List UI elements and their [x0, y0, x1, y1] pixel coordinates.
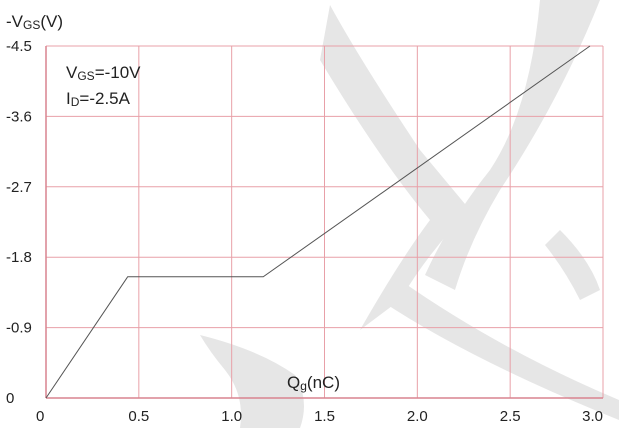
watermark-stroke-diagonal	[380, 280, 619, 420]
annotation-0: VGS=-10V	[66, 63, 141, 83]
watermark-stroke-upper	[545, 230, 600, 300]
x-tick-labels: 0 0.5 1.0 1.5 2.0 2.5 3.0	[36, 408, 603, 425]
series-group	[45, 45, 591, 399]
x-tick-label: 0.5	[128, 408, 149, 425]
x-tick-label: 3.0	[582, 408, 603, 425]
annotations: VGS=-10V ID=-2.5A	[66, 63, 141, 109]
x-tick-label: 2.0	[407, 408, 428, 425]
y-axis-label: -VGS(V)	[6, 12, 63, 32]
x-tick-label: 0	[36, 408, 44, 425]
watermark-logo	[200, 0, 619, 428]
x-tick-label: 1.0	[221, 408, 242, 425]
x-axis-label: Qg(nC)	[287, 373, 340, 393]
annotation-1: ID=-2.5A	[66, 89, 131, 109]
x-tick-label: 2.5	[500, 408, 521, 425]
series-line-0	[45, 45, 591, 399]
y-tick-label: -0.9	[6, 320, 32, 337]
x-tick-label: 1.5	[314, 408, 335, 425]
watermark-stroke-left	[320, 5, 470, 330]
y-tick-label: -4.5	[6, 38, 32, 55]
axes	[45, 46, 603, 399]
y-tick-labels: 0 -0.9 -1.8 -2.7 -3.6 -4.5	[6, 38, 32, 407]
y-tick-label: -3.6	[6, 108, 32, 125]
watermark-stroke-right	[425, 0, 600, 290]
y-tick-label: 0	[6, 390, 14, 407]
y-tick-label: -1.8	[6, 249, 32, 266]
y-tick-label: -2.7	[6, 179, 32, 196]
watermark-stroke-lower	[200, 335, 304, 428]
